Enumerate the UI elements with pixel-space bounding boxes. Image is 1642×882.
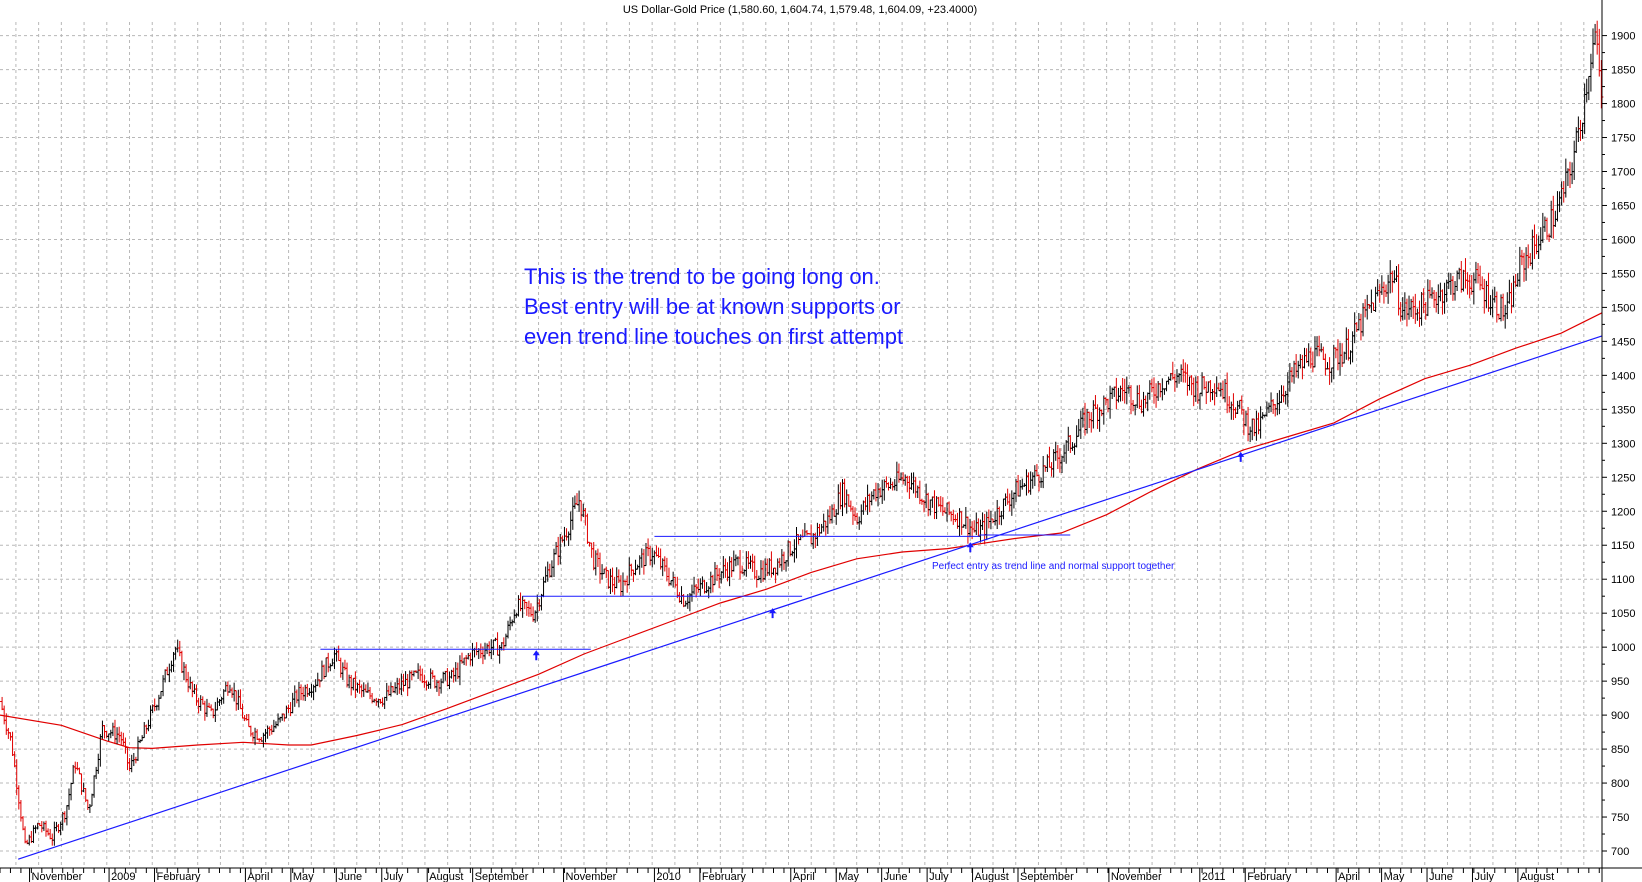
y-tick-label: 1600 — [1611, 234, 1635, 246]
entry-arrow-icon — [532, 650, 540, 661]
x-tick-label: August — [1520, 871, 1554, 882]
y-tick-label: 1550 — [1611, 268, 1635, 280]
y-tick-label: 1850 — [1611, 65, 1635, 77]
x-tick-label: May — [1384, 871, 1405, 882]
trend-line — [17, 335, 1603, 860]
x-tick-label: May — [838, 871, 859, 882]
y-tick-label: 1300 — [1611, 438, 1635, 450]
x-tick-label: February — [157, 871, 202, 882]
x-tick-label: June — [338, 871, 362, 882]
annotation-line-1: This is the trend to be going long on. — [524, 264, 880, 289]
x-tick-label: 2011 — [1202, 871, 1226, 882]
y-tick-label: 1250 — [1611, 472, 1635, 484]
y-tick-label: 1400 — [1611, 370, 1635, 382]
x-tick-label: April — [793, 871, 815, 882]
moving-average-line — [0, 312, 1603, 750]
x-tick-label: February — [1247, 871, 1292, 882]
x-tick-label: 2010 — [656, 871, 680, 882]
y-tick-label: 1100 — [1611, 574, 1635, 586]
y-tick-label: 950 — [1611, 676, 1629, 688]
x-tick-label: February — [702, 871, 747, 882]
y-tick-label: 1000 — [1611, 642, 1635, 654]
y-tick-label: 1450 — [1611, 336, 1635, 348]
x-tick-label: November — [32, 871, 83, 882]
y-tick-label: 1750 — [1611, 133, 1635, 145]
y-tick-label: 1150 — [1611, 540, 1635, 552]
x-tick-label: August — [975, 871, 1009, 882]
x-tick-label: September — [475, 871, 529, 882]
annotation-perfect-entry: Perfect entry as trend line and normal s… — [932, 561, 1175, 572]
y-tick-label: 1650 — [1611, 200, 1635, 212]
x-tick-label: May — [293, 871, 314, 882]
x-tick-label: June — [884, 871, 908, 882]
moving-average-layer — [0, 312, 1603, 750]
x-tick-label: September — [1020, 871, 1074, 882]
x-tick-label: July — [384, 871, 404, 882]
annotation-line-2: Best entry will be at known supports or — [524, 294, 901, 319]
x-tick-label: November — [1111, 871, 1162, 882]
drawn-lines — [17, 335, 1603, 860]
y-tick-label: 850 — [1611, 744, 1629, 756]
price-bars — [0, 20, 1604, 846]
y-tick-label: 1050 — [1611, 608, 1635, 620]
y-tick-label: 1700 — [1611, 166, 1635, 178]
x-tick-label: November — [566, 871, 617, 882]
x-tick-label: August — [429, 871, 463, 882]
chart-title: US Dollar-Gold Price (1,580.60, 1,604.74… — [623, 4, 977, 16]
y-tick-label: 1800 — [1611, 99, 1635, 111]
annotations: US Dollar-Gold Price (1,580.60, 1,604.74… — [524, 4, 1175, 572]
entry-arrow-icon — [769, 608, 777, 619]
y-tick-label: 700 — [1611, 846, 1629, 858]
y-tick-label: 750 — [1611, 812, 1629, 824]
y-tick-label: 1350 — [1611, 404, 1635, 416]
y-tick-label: 1500 — [1611, 302, 1635, 314]
x-tick-label: July — [1474, 871, 1494, 882]
annotation-line-3: even trend line touches on first attempt — [524, 324, 903, 349]
x-tick-label: June — [1429, 871, 1453, 882]
entry-arrow-icon — [966, 542, 974, 553]
x-tick-label: July — [929, 871, 949, 882]
x-tick-label: April — [1338, 871, 1360, 882]
x-tick-label: April — [247, 871, 269, 882]
y-tick-label: 900 — [1611, 710, 1629, 722]
entry-arrow-icon — [1237, 451, 1245, 462]
grid — [0, 22, 1602, 868]
y-tick-label: 1900 — [1611, 31, 1635, 43]
y-tick-label: 800 — [1611, 778, 1629, 790]
x-tick-label: 2009 — [111, 871, 135, 882]
y-tick-label: 1200 — [1611, 506, 1635, 518]
